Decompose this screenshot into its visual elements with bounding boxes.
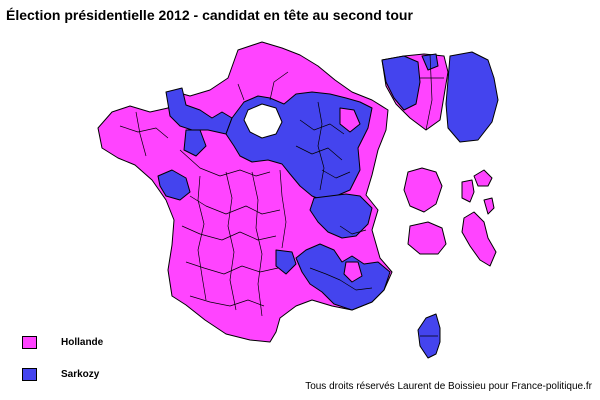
overseas-guadeloupe (403, 167, 443, 213)
sarkozy-provence (295, 243, 391, 311)
sarkozy-lozere (275, 249, 297, 275)
department-borders (119, 71, 373, 317)
overseas-saint-martin (473, 169, 493, 187)
sarkozy-vendee (157, 169, 191, 201)
credit-text: Tous droits réservés Laurent de Boissieu… (305, 381, 592, 392)
sarkozy-rhone-alpes (309, 193, 373, 239)
overseas-mayotte (483, 197, 495, 215)
legend-hollande: Hollande (22, 336, 103, 349)
map-title: Élection présidentielle 2012 - candidat … (6, 7, 413, 23)
inset-idf-east-sarkozy (445, 51, 499, 143)
legend-swatch-sarkozy (22, 368, 37, 381)
paris-area (243, 103, 283, 139)
hollande-alsace-pocket (339, 107, 361, 133)
overseas-martinique (461, 179, 475, 203)
legend-swatch-hollande (22, 336, 37, 349)
sarkozy-mayenne (183, 129, 207, 157)
inset-idf-west-sarkozy (381, 55, 421, 111)
hollande-provence-pocket (343, 261, 363, 283)
legend-label-sarkozy: Sarkozy (61, 369, 100, 380)
overseas-reunion (461, 211, 497, 267)
legend-label-hollande: Hollande (61, 337, 104, 348)
overseas-guyane (407, 221, 447, 255)
legend-sarkozy: Sarkozy (22, 368, 99, 381)
inset-idf-borders (420, 53, 444, 131)
